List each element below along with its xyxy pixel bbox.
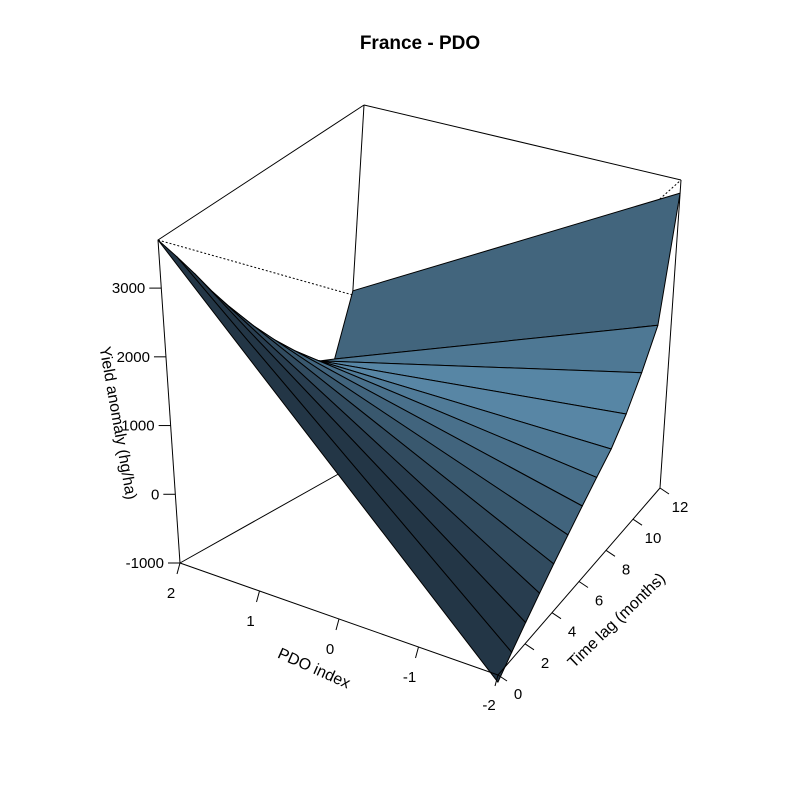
- y-tick-mark: [605, 549, 616, 557]
- y-tick-mark: [632, 518, 643, 526]
- y-tick-label: 4: [568, 624, 576, 641]
- x-tick-label: 2: [167, 585, 175, 602]
- y-tick-label: 8: [622, 561, 630, 578]
- x-tick-label: -2: [482, 697, 495, 714]
- y-tick-mark: [578, 581, 589, 588]
- x-axis-label: PDO index: [275, 645, 353, 692]
- x-tick-mark: [335, 618, 340, 631]
- y-tick-label: 2: [541, 655, 549, 672]
- y-tick-mark: [551, 612, 562, 620]
- box-edge: [363, 104, 682, 181]
- box-edge: [179, 471, 343, 564]
- x-tick-label: 0: [326, 641, 334, 658]
- x-tick-mark: [494, 674, 499, 687]
- z-tick-label: 0: [151, 486, 159, 503]
- surface-facet: [157, 239, 513, 683]
- x-tick-label: -1: [403, 669, 416, 686]
- z-tick-label: -1000: [126, 555, 164, 572]
- y-tick-mark: [659, 487, 670, 495]
- y-tick-mark: [497, 674, 508, 682]
- x-tick-mark: [176, 562, 181, 575]
- z-tick-label: 1000: [121, 418, 154, 435]
- surface-mesh: [157, 192, 681, 683]
- box-edge: [659, 179, 682, 489]
- x-tick-mark: [415, 646, 419, 659]
- y-tick-label: 10: [645, 530, 662, 547]
- z-tick-label: 2000: [117, 349, 150, 366]
- y-tick-mark: [524, 643, 535, 651]
- chart-title: France - PDO: [360, 33, 480, 54]
- y-tick-label: 6: [595, 593, 603, 610]
- y-tick-label: 12: [672, 499, 689, 516]
- y-tick-label: 0: [514, 686, 522, 703]
- box-edge: [157, 239, 181, 564]
- x-tick-label: 1: [246, 613, 254, 630]
- box-edge: [157, 104, 365, 241]
- y-axis-label: Time lag (months): [565, 570, 669, 671]
- x-tick-mark: [256, 590, 260, 603]
- z-tick-label: 3000: [112, 280, 145, 297]
